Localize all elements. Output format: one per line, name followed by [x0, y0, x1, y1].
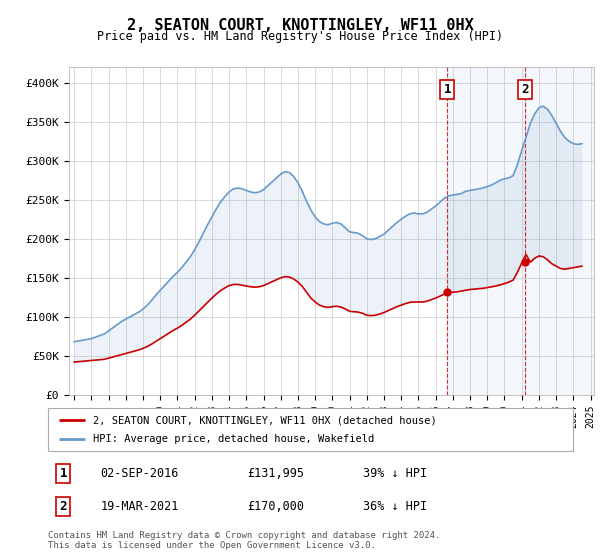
Text: 2: 2 — [59, 500, 67, 513]
Text: 2: 2 — [521, 83, 529, 96]
Text: 36% ↓ HPI: 36% ↓ HPI — [363, 500, 427, 513]
Text: 02-SEP-2016: 02-SEP-2016 — [101, 467, 179, 480]
Text: 39% ↓ HPI: 39% ↓ HPI — [363, 467, 427, 480]
Bar — [526, 67, 594, 395]
Bar — [447, 67, 526, 395]
Text: 1: 1 — [59, 467, 67, 480]
Text: £170,000: £170,000 — [248, 500, 305, 513]
Text: 19-MAR-2021: 19-MAR-2021 — [101, 500, 179, 513]
Text: 2, SEATON COURT, KNOTTINGLEY, WF11 0HX (detached house): 2, SEATON COURT, KNOTTINGLEY, WF11 0HX (… — [92, 415, 436, 425]
Text: 2, SEATON COURT, KNOTTINGLEY, WF11 0HX: 2, SEATON COURT, KNOTTINGLEY, WF11 0HX — [127, 18, 473, 33]
Text: 1: 1 — [443, 83, 451, 96]
Text: £131,995: £131,995 — [248, 467, 305, 480]
FancyBboxPatch shape — [48, 408, 573, 451]
Text: Contains HM Land Registry data © Crown copyright and database right 2024.
This d: Contains HM Land Registry data © Crown c… — [48, 531, 440, 550]
Text: Price paid vs. HM Land Registry's House Price Index (HPI): Price paid vs. HM Land Registry's House … — [97, 30, 503, 43]
Text: HPI: Average price, detached house, Wakefield: HPI: Average price, detached house, Wake… — [92, 434, 374, 444]
